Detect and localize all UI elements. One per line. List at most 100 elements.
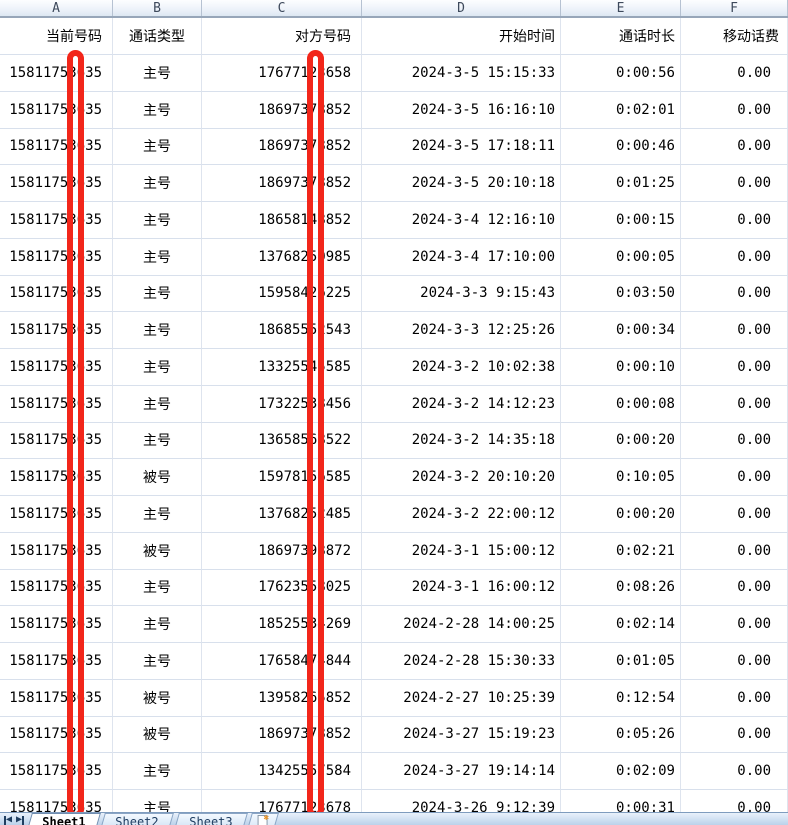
cell-duration[interactable]: 0:00:34 bbox=[561, 312, 681, 349]
cell-start-time[interactable]: 2024-3-2 14:12:23 bbox=[362, 385, 561, 423]
cell-start-time[interactable]: 2024-3-5 20:10:18 bbox=[362, 165, 561, 202]
cell-duration[interactable]: 0:02:01 bbox=[561, 91, 681, 129]
cell-start-time[interactable]: 2024-3-26 9:12:39 bbox=[362, 790, 561, 825]
insert-worksheet-tab[interactable]: ✱ bbox=[246, 813, 280, 825]
cell-duration[interactable]: 0:00:05 bbox=[561, 238, 681, 276]
cell-start-time[interactable]: 2024-3-5 16:16:10 bbox=[362, 91, 561, 129]
cell-start-time[interactable]: 2024-3-1 16:00:12 bbox=[362, 569, 561, 607]
cell-current-number[interactable]: 15811753635 bbox=[0, 716, 113, 754]
cell-duration[interactable]: 0:12:54 bbox=[561, 679, 681, 717]
cell-current-number[interactable]: 15811753635 bbox=[0, 349, 113, 386]
cell-duration[interactable]: 0:02:14 bbox=[561, 606, 681, 643]
cell-start-time[interactable]: 2024-3-3 12:25:26 bbox=[362, 312, 561, 349]
header-start-time[interactable]: 开始时间 bbox=[362, 18, 561, 55]
header-current-number[interactable]: 当前号码 bbox=[0, 18, 113, 55]
cell-current-number[interactable]: 15811753635 bbox=[0, 532, 113, 570]
cell-duration[interactable]: 0:02:09 bbox=[561, 753, 681, 790]
cell-duration[interactable]: 0:02:21 bbox=[561, 532, 681, 570]
cell-fee[interactable]: 0.00 bbox=[681, 532, 788, 570]
cell-call-type[interactable]: 主号 bbox=[113, 422, 202, 460]
tab-sheet1[interactable]: Sheet1 bbox=[26, 813, 102, 825]
cell-current-number[interactable]: 15811753635 bbox=[0, 202, 113, 239]
column-header-f[interactable]: F bbox=[681, 0, 788, 16]
tab-sheet2[interactable]: Sheet2 bbox=[99, 813, 175, 825]
column-header-d[interactable]: D bbox=[362, 0, 561, 16]
cell-call-type[interactable]: 主号 bbox=[113, 496, 202, 533]
header-mobile-fee[interactable]: 移动话费 bbox=[681, 18, 788, 55]
cell-fee[interactable]: 0.00 bbox=[681, 202, 788, 239]
cell-fee[interactable]: 0.00 bbox=[681, 459, 788, 496]
cell-start-time[interactable]: 2024-3-2 14:35:18 bbox=[362, 422, 561, 460]
cell-other-number[interactable]: 18697398872 bbox=[202, 532, 362, 570]
cell-start-time[interactable]: 2024-3-5 15:15:33 bbox=[362, 55, 561, 92]
cell-fee[interactable]: 0.00 bbox=[681, 349, 788, 386]
cell-duration[interactable]: 0:01:25 bbox=[561, 165, 681, 202]
cell-call-type[interactable]: 被号 bbox=[113, 716, 202, 754]
cell-fee[interactable]: 0.00 bbox=[681, 91, 788, 129]
cell-call-type[interactable]: 主号 bbox=[113, 753, 202, 790]
cell-other-number[interactable]: 15958426225 bbox=[202, 275, 362, 313]
scroll-last-tab-icon[interactable]: ▶ bbox=[16, 814, 25, 825]
cell-call-type[interactable]: 主号 bbox=[113, 569, 202, 607]
cell-call-type[interactable]: 主号 bbox=[113, 238, 202, 276]
scroll-first-tab-icon[interactable]: ◀ bbox=[4, 814, 13, 825]
cell-other-number[interactable]: 13768252485 bbox=[202, 496, 362, 533]
cell-other-number[interactable]: 18697378852 bbox=[202, 91, 362, 129]
column-header-a[interactable]: A bbox=[0, 0, 113, 16]
cell-call-type[interactable]: 被号 bbox=[113, 532, 202, 570]
cell-fee[interactable]: 0.00 bbox=[681, 422, 788, 460]
cell-other-number[interactable]: 18658148852 bbox=[202, 202, 362, 239]
cell-other-number[interactable]: 13425557584 bbox=[202, 753, 362, 790]
tab-sheet3[interactable]: Sheet3 bbox=[172, 813, 249, 825]
cell-fee[interactable]: 0.00 bbox=[681, 128, 788, 166]
cell-other-number[interactable]: 17322538456 bbox=[202, 385, 362, 423]
cell-other-number[interactable]: 17623558025 bbox=[202, 569, 362, 607]
cell-current-number[interactable]: 15811753635 bbox=[0, 312, 113, 349]
cell-duration[interactable]: 0:00:31 bbox=[561, 790, 681, 825]
cell-current-number[interactable]: 15811753635 bbox=[0, 128, 113, 166]
cell-other-number[interactable]: 18685552543 bbox=[202, 312, 362, 349]
cell-call-type[interactable]: 主号 bbox=[113, 128, 202, 166]
cell-other-number[interactable]: 18697378852 bbox=[202, 716, 362, 754]
cell-other-number[interactable]: 18697378852 bbox=[202, 128, 362, 166]
header-other-number[interactable]: 对方号码 bbox=[202, 18, 362, 55]
cell-call-type[interactable]: 主号 bbox=[113, 202, 202, 239]
cell-duration[interactable]: 0:00:10 bbox=[561, 349, 681, 386]
cell-start-time[interactable]: 2024-3-2 20:10:20 bbox=[362, 459, 561, 496]
cell-fee[interactable]: 0.00 bbox=[681, 679, 788, 717]
cell-other-number[interactable]: 17677123658 bbox=[202, 55, 362, 92]
cell-current-number[interactable]: 15811753635 bbox=[0, 496, 113, 533]
cell-call-type[interactable]: 主号 bbox=[113, 91, 202, 129]
cell-call-type[interactable]: 主号 bbox=[113, 55, 202, 92]
cell-call-type[interactable]: 主号 bbox=[113, 385, 202, 423]
cell-current-number[interactable]: 15811753635 bbox=[0, 753, 113, 790]
cell-start-time[interactable]: 2024-3-2 10:02:38 bbox=[362, 349, 561, 386]
cell-call-type[interactable]: 主号 bbox=[113, 606, 202, 643]
cell-start-time[interactable]: 2024-3-5 17:18:11 bbox=[362, 128, 561, 166]
cell-current-number[interactable]: 15811753635 bbox=[0, 679, 113, 717]
cell-start-time[interactable]: 2024-2-27 10:25:39 bbox=[362, 679, 561, 717]
cell-start-time[interactable]: 2024-3-27 19:14:14 bbox=[362, 753, 561, 790]
cell-call-type[interactable]: 主号 bbox=[113, 643, 202, 680]
cell-current-number[interactable]: 15811753635 bbox=[0, 569, 113, 607]
cell-fee[interactable]: 0.00 bbox=[681, 753, 788, 790]
header-call-type[interactable]: 通话类型 bbox=[113, 18, 202, 55]
cell-other-number[interactable]: 13958265852 bbox=[202, 679, 362, 717]
cell-current-number[interactable]: 15811753635 bbox=[0, 165, 113, 202]
cell-call-type[interactable]: 主号 bbox=[113, 275, 202, 313]
cell-duration[interactable]: 0:00:08 bbox=[561, 385, 681, 423]
header-duration[interactable]: 通话时长 bbox=[561, 18, 681, 55]
cell-duration[interactable]: 0:08:26 bbox=[561, 569, 681, 607]
cell-call-type[interactable]: 主号 bbox=[113, 165, 202, 202]
cell-duration[interactable]: 0:01:05 bbox=[561, 643, 681, 680]
cell-current-number[interactable]: 15811753635 bbox=[0, 606, 113, 643]
cell-current-number[interactable]: 15811753635 bbox=[0, 422, 113, 460]
cell-fee[interactable]: 0.00 bbox=[681, 312, 788, 349]
cell-other-number[interactable]: 13658568522 bbox=[202, 422, 362, 460]
cell-current-number[interactable]: 15811753635 bbox=[0, 643, 113, 680]
cell-start-time[interactable]: 2024-3-3 9:15:43 bbox=[362, 275, 561, 313]
cell-fee[interactable]: 0.00 bbox=[681, 496, 788, 533]
cell-duration[interactable]: 0:00:56 bbox=[561, 55, 681, 92]
cell-call-type[interactable]: 主号 bbox=[113, 312, 202, 349]
cell-fee[interactable]: 0.00 bbox=[681, 55, 788, 92]
